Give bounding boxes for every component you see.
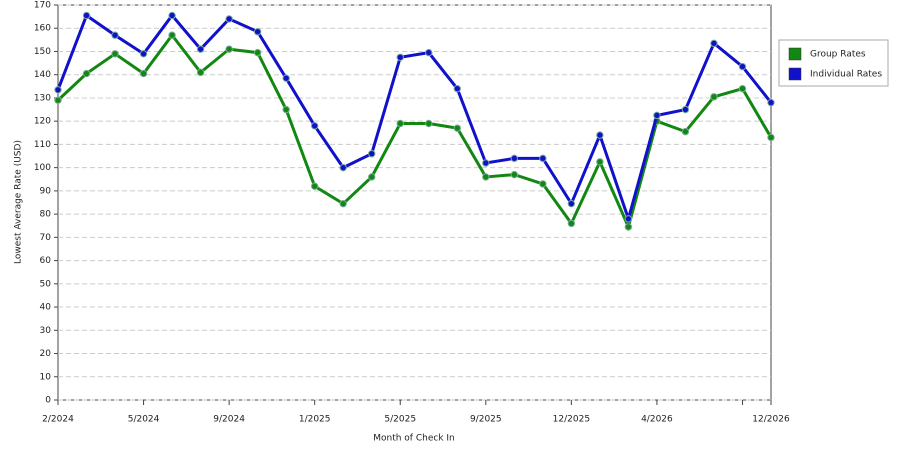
data-point (596, 131, 604, 139)
data-point (225, 15, 233, 23)
data-point (139, 69, 148, 78)
y-tick-label: 160 (34, 24, 51, 34)
x-tick-label: 4/2026 (641, 415, 673, 425)
y-tick-label: 30 (40, 326, 52, 336)
data-point (653, 111, 661, 120)
data-point (168, 31, 176, 39)
data-point (738, 62, 747, 71)
data-point (681, 127, 690, 136)
legend-swatch (788, 67, 802, 81)
data-point (310, 122, 319, 130)
data-point (624, 223, 633, 231)
data-point (368, 150, 376, 158)
data-point (111, 50, 119, 58)
y-tick-label: 100 (34, 163, 51, 173)
data-point (282, 74, 290, 82)
data-point (111, 31, 119, 39)
y-tick-label: 10 (40, 372, 52, 382)
data-point (510, 154, 519, 163)
data-point (282, 105, 290, 114)
data-point (596, 158, 604, 166)
data-point (54, 86, 62, 94)
data-point (453, 124, 461, 132)
x-tick-label: 5/2024 (128, 415, 160, 425)
x-tick-label: 2/2024 (42, 415, 74, 425)
data-point (196, 45, 205, 53)
x-axis-title: Month of Check In (373, 434, 455, 444)
y-tick-label: 170 (34, 1, 51, 11)
y-tick-label: 80 (40, 210, 52, 220)
data-point (710, 93, 718, 101)
data-point (425, 119, 433, 128)
y-tick-label: 90 (40, 186, 52, 196)
data-point (624, 215, 633, 223)
data-point (82, 69, 91, 78)
y-tick-label: 150 (34, 47, 51, 57)
data-point (310, 182, 319, 190)
x-tick-label: 9/2024 (213, 415, 245, 425)
data-point (482, 173, 490, 181)
legend-label: Individual Rates (810, 70, 882, 80)
y-tick-label: 60 (40, 256, 52, 266)
series-line (56, 13, 773, 224)
y-tick-label: 120 (34, 117, 51, 127)
legend-swatch (788, 47, 802, 61)
data-point (368, 173, 376, 181)
y-tick-label: 70 (40, 233, 52, 243)
y-tick-label: 20 (40, 349, 52, 359)
data-point (396, 53, 404, 61)
data-point (539, 180, 547, 188)
y-tick-label: 0 (45, 396, 51, 406)
data-point (82, 11, 91, 20)
data-point (253, 48, 262, 57)
x-tick-label: 1/2025 (299, 415, 331, 425)
x-tick-label: 9/2025 (470, 415, 502, 425)
y-tick-label: 50 (40, 279, 52, 289)
data-point (539, 154, 547, 163)
x-tick-label: 5/2025 (384, 415, 416, 425)
x-tick-label: 12/2025 (553, 415, 590, 425)
data-point (482, 159, 490, 167)
data-point (139, 50, 148, 58)
data-point (767, 133, 775, 142)
data-point (567, 199, 576, 208)
data-point (710, 39, 718, 48)
data-point (225, 45, 233, 53)
legend-label: Group Rates (810, 50, 866, 60)
y-axis-title: Lowest Average Rate (USD) (14, 140, 24, 264)
data-point (339, 163, 347, 172)
data-point (510, 170, 519, 179)
data-point (738, 84, 747, 93)
y-tick-label: 110 (34, 140, 51, 150)
y-tick-label: 130 (34, 93, 51, 103)
data-point (396, 119, 404, 128)
data-point (567, 219, 576, 228)
data-point (681, 105, 690, 114)
data-point (425, 48, 433, 57)
x-tick-label: 12/2026 (752, 415, 790, 425)
data-point (168, 11, 176, 20)
data-point (54, 96, 62, 104)
plot-area (57, 4, 772, 401)
data-point (339, 199, 347, 208)
data-point (253, 28, 262, 36)
series-line (56, 32, 773, 232)
y-tick-label: 140 (34, 70, 51, 80)
data-point (196, 68, 205, 77)
y-tick-label: 40 (40, 303, 52, 313)
data-point (767, 98, 775, 107)
data-point (453, 84, 461, 93)
